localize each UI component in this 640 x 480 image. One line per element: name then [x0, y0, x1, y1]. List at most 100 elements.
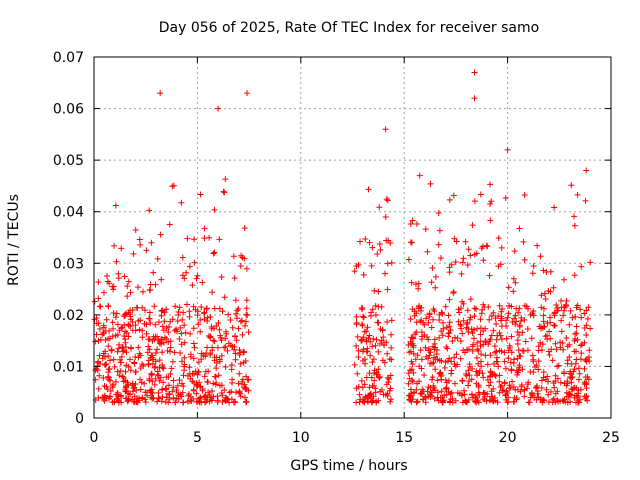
data-point	[179, 254, 186, 261]
data-points	[91, 69, 594, 406]
data-point	[518, 314, 525, 321]
data-point	[448, 261, 455, 268]
data-point	[511, 356, 518, 363]
y-tick-label: 0.06	[53, 102, 84, 118]
data-point	[496, 302, 503, 309]
data-point	[408, 358, 415, 365]
data-point	[388, 356, 395, 363]
data-point	[415, 285, 422, 292]
data-point	[498, 323, 505, 330]
data-point	[410, 335, 417, 342]
data-point	[442, 303, 449, 310]
data-point	[110, 286, 117, 293]
data-point	[535, 366, 542, 373]
data-point	[355, 261, 362, 268]
data-point	[586, 347, 593, 354]
data-point	[538, 347, 545, 354]
data-point	[571, 272, 578, 279]
data-point	[384, 319, 391, 326]
data-point	[419, 386, 426, 393]
data-point	[573, 330, 580, 337]
data-point	[215, 320, 222, 327]
data-point	[133, 304, 140, 311]
data-point	[211, 249, 218, 256]
data-point	[186, 263, 193, 270]
data-point	[489, 371, 496, 378]
data-point	[547, 388, 554, 395]
data-point	[132, 227, 139, 234]
data-point	[367, 352, 374, 359]
data-point	[179, 399, 186, 406]
data-point	[211, 338, 218, 345]
data-point	[534, 242, 541, 249]
data-point	[567, 391, 574, 398]
data-point	[174, 382, 181, 389]
data-point	[519, 329, 526, 336]
data-point	[584, 374, 591, 381]
data-point	[137, 241, 144, 248]
data-point	[365, 392, 372, 399]
data-point	[460, 300, 467, 307]
data-point	[108, 347, 115, 354]
data-point	[205, 368, 212, 375]
data-point	[148, 371, 155, 378]
data-point	[528, 335, 535, 342]
data-point	[357, 238, 364, 245]
data-point	[477, 191, 484, 198]
data-point	[553, 301, 560, 308]
data-point	[147, 286, 154, 293]
data-point	[193, 275, 200, 282]
data-point	[583, 332, 590, 339]
data-point	[181, 275, 188, 282]
data-point	[488, 332, 495, 339]
data-point	[91, 298, 98, 305]
data-point	[143, 321, 150, 328]
data-point	[127, 367, 134, 374]
data-point	[155, 337, 162, 344]
data-point	[177, 350, 184, 357]
data-point	[438, 358, 445, 365]
data-point	[438, 376, 445, 383]
data-point	[497, 383, 504, 390]
data-point	[132, 327, 139, 334]
data-point	[533, 362, 540, 369]
data-point	[436, 370, 443, 377]
data-point	[214, 393, 221, 400]
data-point	[95, 385, 102, 392]
data-point	[158, 276, 165, 283]
data-point	[103, 316, 110, 323]
data-point	[218, 390, 225, 397]
data-point	[369, 343, 376, 350]
data-point	[553, 346, 560, 353]
data-point	[457, 355, 464, 362]
data-point	[587, 325, 594, 332]
data-point	[549, 357, 556, 364]
data-point	[563, 335, 570, 342]
data-point	[545, 287, 552, 294]
y-tick-label: 0.02	[53, 308, 84, 324]
data-point	[444, 345, 451, 352]
data-point	[233, 310, 240, 317]
data-point	[423, 315, 430, 322]
data-point	[558, 317, 565, 324]
data-point	[505, 355, 512, 362]
data-point	[412, 356, 419, 363]
data-point	[232, 297, 239, 304]
data-point	[105, 366, 112, 373]
y-tick-labels: 0 0.01 0.02 0.03 0.04 0.05 0.06 0.07	[53, 50, 84, 427]
data-point	[578, 314, 585, 321]
data-point	[375, 288, 382, 295]
data-point	[575, 376, 582, 383]
data-point	[472, 398, 479, 405]
data-point	[443, 343, 450, 350]
data-point	[405, 256, 412, 263]
data-point	[353, 399, 360, 406]
data-point	[587, 259, 594, 266]
data-point	[104, 386, 111, 393]
data-point	[568, 379, 575, 386]
data-point	[542, 333, 549, 340]
data-point	[105, 335, 112, 342]
data-point	[181, 339, 188, 346]
data-point	[538, 292, 545, 299]
